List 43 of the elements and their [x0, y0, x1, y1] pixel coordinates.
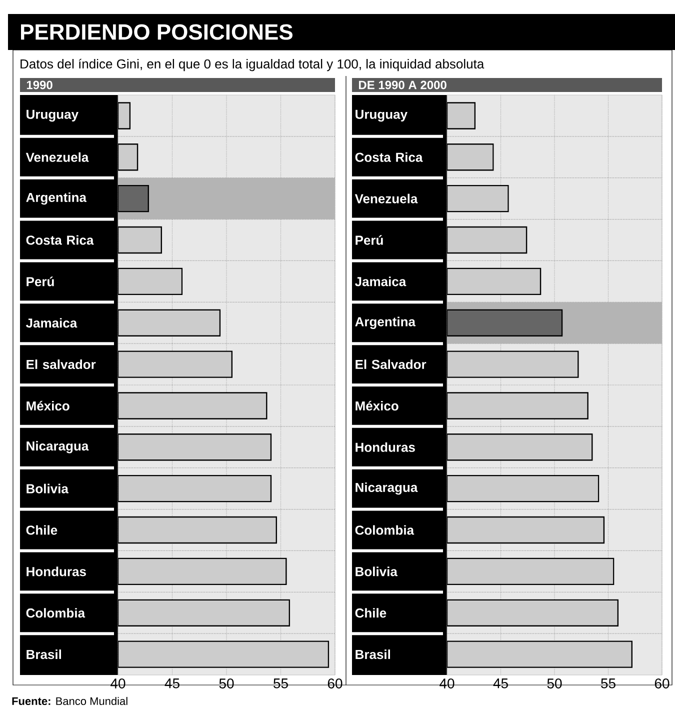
text: PERDIENDO POSICIONES [21, 24, 292, 40]
y-tick-label: Costa Rica [355, 152, 423, 162]
y-tick-label: Uruguay [356, 110, 408, 122]
x-tick-label: 45 [493, 678, 508, 688]
y-tick-label: Argentina [355, 316, 416, 329]
y-tick-label: México [356, 400, 398, 411]
x-tick-label: 40 [110, 678, 126, 688]
x-tick-label: 55 [274, 678, 288, 688]
chart-title: 1990 [26, 80, 52, 90]
y-tick-label: El Salvador [356, 360, 426, 370]
x-tick-label: 50 [547, 678, 562, 688]
x-tick-label: 55 [601, 678, 616, 688]
y-tick-label: Colombia [355, 525, 414, 535]
y-tick-label: Uruguay [26, 110, 78, 122]
text: Datos del índice Gini, en el que 0 es la igualdad total y 100, la iniquidad absoluta [20, 58, 484, 72]
y-tick-label: Venezuela [26, 152, 89, 162]
x-tick-label: 45 [164, 678, 180, 688]
y-tick-label: Chile [26, 525, 58, 535]
y-tick-label: Bolivia [356, 566, 398, 576]
x-tick-label: 50 [219, 678, 234, 688]
y-tick-label: Bolivia [26, 484, 69, 494]
y-tick-label: Brasil [356, 650, 390, 660]
y-tick-label: Perú [356, 235, 383, 245]
x-tick-label: 40 [440, 678, 454, 688]
y-tick-label: Brasil [26, 650, 62, 660]
y-tick-label: Colombia [26, 608, 86, 618]
y-tick-label: Costa Rica [26, 235, 94, 245]
y-tick-label: Argentina [26, 192, 87, 205]
y-tick-label: Nicaragua [356, 482, 418, 495]
x-tick-label: 60 [328, 678, 342, 688]
y-tick-label: Jamaica [355, 276, 406, 286]
y-tick-label: Chile [355, 608, 386, 618]
y-tick-label: Perú [26, 276, 54, 286]
x-tick-label: 60 [654, 678, 670, 688]
y-tick-label: El salvador [26, 360, 96, 370]
y-tick-label: Honduras [26, 566, 86, 576]
y-tick-label: Venezuela [354, 194, 418, 204]
y-tick-label: Nicaragua [26, 441, 89, 454]
chart-title: DE 1990 A 2000 [359, 80, 446, 90]
y-tick-label: México [26, 400, 70, 411]
text: Fuente: Banco Mundial [12, 696, 128, 706]
y-tick-label: Jamaica [26, 318, 78, 328]
y-tick-label: Honduras [356, 442, 415, 452]
